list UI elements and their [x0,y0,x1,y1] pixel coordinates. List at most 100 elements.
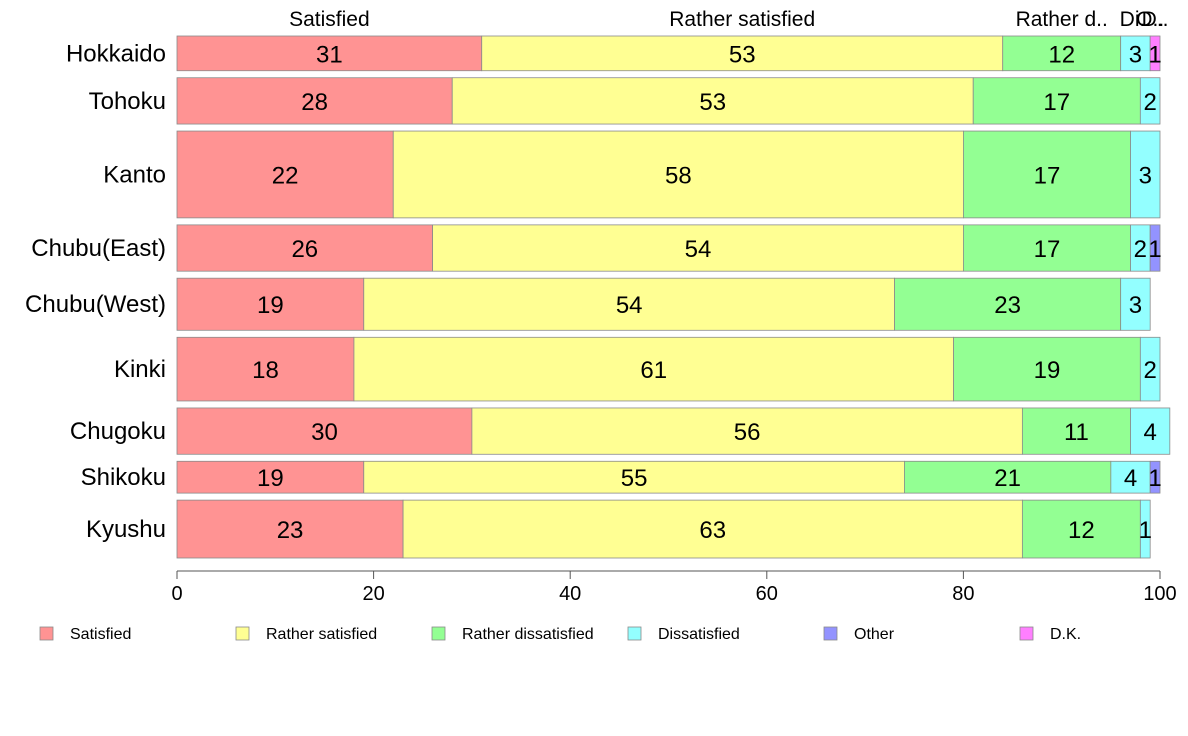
segment-value-label: 61 [640,357,667,384]
top-segment-labels: Satisfied Rather satisfied Rather d.. Di..O… [289,8,1168,31]
segment-value-label: 2 [1143,357,1156,384]
category-label: Shikoku [81,464,166,491]
bar-row-kyushu: Kyushu 23 63 12 1 [86,499,1152,559]
legend-label: Rather dissatisfied [462,626,594,643]
segment-value-label: 2 [1134,236,1147,263]
top-segment-label: Satisfied [289,8,370,31]
segment-value-label: 31 [316,41,343,68]
segment-value-label: 63 [699,517,726,544]
bar-segment [1021,499,1141,559]
bar-segment [176,224,433,272]
bar-segment [1130,407,1171,455]
x-tick-label: 0 [171,583,182,605]
top-segment-label: O.. [1136,8,1164,31]
segment-value-label: 12 [1068,517,1095,544]
legend-swatch [823,626,838,641]
segment-value-label: 4 [1124,465,1137,492]
bar-segment [353,336,954,402]
segment-value-label: 17 [1043,89,1070,116]
bar-segment [471,407,1023,455]
bar-segment [392,130,964,219]
segment-value-label: 3 [1129,41,1142,68]
segment-value-label: 23 [994,292,1021,319]
bar-row-chubu-west: Chubu(West) 19 54 23 3 [25,277,1151,331]
top-segment-label: Rather satisfied [669,8,815,31]
category-label: Hokkaido [66,40,166,67]
bar-segment [953,336,1141,402]
bar-segment [176,77,453,125]
legend-label: Rather satisfied [266,626,377,643]
category-label: Kanto [103,161,166,188]
segment-value-label: 1 [1139,517,1152,544]
segment-value-label: 17 [1034,236,1061,263]
bar-segment [176,499,404,559]
bar-segment [432,224,964,272]
x-tick-label: 40 [559,583,581,605]
bar-row-tohoku: Tohoku 28 53 17 2 [89,77,1161,125]
bar-segment [1139,336,1161,402]
segment-value-label: 58 [665,162,692,189]
legend-item: Dissatisfied [627,626,740,643]
segment-value-label: 23 [277,517,304,544]
segment-value-label: 22 [272,162,299,189]
legend: Satisfied Rather satisfied Rather dissatis… [39,626,1081,643]
legend-item: Other [823,626,895,643]
segment-value-label: 1 [1148,236,1161,263]
segment-value-label: 19 [1034,357,1061,384]
legend-swatch [1019,626,1034,641]
bar-segment [176,460,365,494]
bar-row-hokkaido: Hokkaido 31 53 12 3 1 [66,35,1162,72]
bar-segment [972,77,1141,125]
segment-value-label: 26 [291,236,318,263]
legend-item: Satisfied [39,626,131,643]
legend-swatch [431,626,446,641]
legend-swatch [235,626,250,641]
legend-label: Other [854,626,895,643]
x-tick-label: 100 [1143,583,1176,605]
bar-segment [894,277,1122,331]
segment-value-label: 53 [699,89,726,116]
top-segment-label: Rather d.. [1016,8,1108,31]
legend-label: D.K. [1050,626,1081,643]
bar-segment [1120,35,1151,72]
segment-value-label: 21 [994,465,1021,492]
segment-value-label: 30 [311,419,338,446]
category-label: Kinki [114,356,166,383]
x-tick-label: 20 [362,583,384,605]
bar-segment [1139,499,1151,559]
top-segment-label: Di.. [1120,8,1152,31]
bar-segment [451,77,974,125]
bar-segment [904,460,1112,494]
segment-value-label: 1 [1148,41,1161,68]
bar-row-chugoku: Chugoku 30 56 11 4 [70,407,1171,455]
legend-swatch [39,626,54,641]
x-tick-label: 80 [952,583,974,605]
x-axis: 0 20 40 60 80 100 [171,570,1177,605]
bar-segment [1149,35,1161,72]
bar-segment [1139,77,1161,125]
bar-segment [1021,407,1131,455]
category-label: Chugoku [70,418,166,445]
bar-segment [1002,35,1122,72]
bar-segment [176,407,473,455]
bar-row-shikoku: Shikoku 19 55 21 4 1 [81,460,1162,494]
segment-value-label: 12 [1048,41,1075,68]
segment-value-label: 18 [252,357,279,384]
segment-value-label: 2 [1143,89,1156,116]
bar-segment [963,224,1131,272]
legend-label: Dissatisfied [658,626,740,643]
legend-swatch [627,626,642,641]
bar-row-chubu-east: Chubu(East) 26 54 17 2 1 [31,224,1162,272]
segment-value-label: 19 [257,292,284,319]
bar-segment [176,35,483,72]
segment-value-label: 54 [616,292,643,319]
segment-value-label: 56 [734,419,761,446]
segment-value-label: 3 [1139,162,1152,189]
bar-segment [1149,460,1161,494]
bar-segment [1149,224,1161,272]
legend-item: D.K. [1019,626,1081,643]
category-label: Chubu(East) [31,235,166,262]
bar-row-kinki: Kinki 18 61 19 2 [114,336,1161,402]
top-segment-label: D.. [1142,8,1169,31]
